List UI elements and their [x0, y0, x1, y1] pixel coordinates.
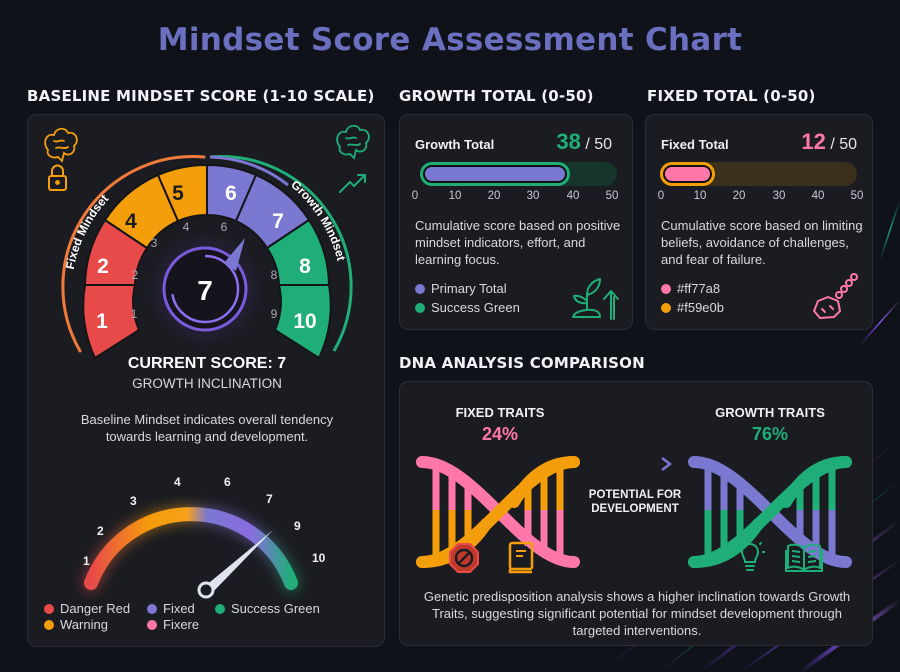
fixed-traits-title: FIXED TRAITS [455, 405, 545, 420]
fixed-total-label: Fixed Total [661, 137, 729, 152]
dna-heading: DNA ANALYSIS COMPARISON [399, 354, 645, 372]
fixed-brain-icon [44, 127, 78, 163]
sprout-growth-icon [572, 278, 619, 320]
gradient-gauge: 1 [82, 505, 300, 599]
svg-text:3: 3 [151, 236, 158, 250]
gauge-tick-3: 3 [130, 494, 137, 508]
fixed-tick: 10 [693, 190, 707, 202]
fixed-panel: Fixed Total 12 / 50 0 10 20 30 40 50 Cum… [645, 114, 873, 330]
fixed-dna-helix [416, 456, 580, 568]
growth-score: 38 / 50 [556, 129, 612, 155]
growth-dna-helix [688, 456, 852, 568]
growth-tick: 20 [487, 190, 501, 202]
legend-fixed: Fixed [147, 601, 195, 619]
segment-10 [273, 284, 332, 360]
ball-and-chain-icon [813, 273, 858, 319]
center-score: 7 [197, 275, 213, 306]
legend-amber: #f59e0b [661, 300, 724, 318]
growth-tick: 40 [566, 190, 580, 202]
growth-tick: 10 [448, 190, 462, 202]
fixed-value: 12 [801, 129, 826, 154]
segment-1 [82, 284, 141, 360]
svg-text:1: 1 [96, 310, 108, 333]
legend-success-green: Success Green [215, 601, 320, 619]
growth-description: Cumulative score based on positive minds… [415, 218, 621, 267]
gauge-tick-6: 6 [224, 475, 231, 489]
fixed-bar-fill [660, 162, 715, 186]
trend-up-icon [339, 174, 366, 193]
growth-traits-pct: 76% [751, 424, 789, 444]
fixed-traits-pct: 24% [481, 424, 519, 444]
legend-success-green: Success Green [415, 300, 520, 318]
baseline-heading: BASELINE MINDSET SCORE (1-10 SCALE) [27, 87, 375, 105]
growth-bar-fill [420, 162, 570, 186]
growth-heading: GROWTH TOTAL (0-50) [399, 87, 594, 105]
page-title: Mindset Score Assessment Chart [157, 22, 743, 58]
growth-brain-icon [336, 124, 370, 160]
legend-primary-total: Primary Total [415, 281, 507, 299]
stop-sign-icon [449, 543, 479, 573]
dna-panel: FIXED TRAITS 24% GROWTH TRAITS 76% [399, 381, 873, 646]
legend-fixere: Fixere [147, 617, 199, 635]
fixed-tick: 50 [850, 190, 864, 202]
fixed-tick: 40 [811, 190, 825, 202]
svg-text:2: 2 [97, 255, 109, 278]
open-book-icon [785, 543, 823, 572]
fixed-score: 12 / 50 [801, 129, 857, 155]
potential-label: POTENTIAL FOR DEVELOPMENT [588, 489, 682, 515]
lightbulb-icon [735, 540, 765, 571]
fixed-tick: 30 [772, 190, 786, 202]
gauge-tick-9: 9 [294, 519, 301, 533]
svg-text:7: 7 [272, 210, 284, 233]
legend-danger-red: Danger Red [44, 601, 130, 619]
growth-tick: 0 [411, 190, 419, 202]
gauge-tick-1: 1 [83, 554, 90, 568]
growth-tick: 50 [605, 190, 619, 202]
svg-text:4: 4 [183, 220, 190, 234]
fixed-heading: FIXED TOTAL (0-50) [647, 87, 816, 105]
svg-text:6: 6 [221, 220, 228, 234]
fixed-tick: 20 [732, 190, 746, 202]
growth-panel: Growth Total 38 / 50 0 10 20 30 40 50 Cu… [399, 114, 633, 330]
svg-text:4: 4 [125, 210, 137, 233]
svg-text:5: 5 [172, 182, 184, 205]
lock-icon [48, 164, 67, 191]
gauge-tick-10: 10 [312, 551, 326, 565]
svg-text:8: 8 [299, 255, 311, 278]
arrow-right-icon [602, 457, 673, 471]
current-score-label: CURRENT SCORE: 7 [127, 355, 287, 372]
inclination-label: GROWTH INCLINATION [132, 376, 282, 391]
growth-tick: 30 [526, 190, 540, 202]
gauge-tick-4: 4 [174, 475, 181, 489]
gauge-tick-7: 7 [266, 492, 273, 506]
closed-book-icon [508, 541, 534, 574]
svg-text:8: 8 [271, 268, 278, 282]
growth-max: / 50 [585, 136, 612, 153]
growth-total-label: Growth Total [415, 137, 495, 152]
growth-traits-title: GROWTH TRAITS [715, 405, 825, 420]
svg-text:9: 9 [271, 307, 278, 321]
segmented-gauge: 1 2 4 5 6 7 8 10 1 2 3 4 6 8 9 7 Fixed M… [44, 124, 370, 360]
legend-warning: Warning [44, 617, 108, 635]
baseline-description: Baseline Mindset indicates overall tende… [80, 412, 334, 444]
baseline-panel: 1 2 4 5 6 7 8 10 1 2 3 4 6 8 9 7 Fixed M… [27, 114, 385, 647]
svg-text:6: 6 [225, 182, 237, 205]
svg-text:1: 1 [131, 307, 138, 321]
fixed-max: / 50 [830, 136, 857, 153]
fixed-description: Cumulative score based on limiting belie… [661, 218, 863, 267]
fixed-tick: 0 [657, 190, 665, 202]
dna-description: Genetic predisposition analysis shows a … [423, 589, 851, 638]
svg-text:10: 10 [293, 310, 316, 333]
growth-value: 38 [556, 129, 581, 154]
legend-pink: #ff77a8 [661, 281, 720, 299]
gauge-tick-2: 2 [97, 524, 104, 538]
svg-text:2: 2 [132, 268, 139, 282]
